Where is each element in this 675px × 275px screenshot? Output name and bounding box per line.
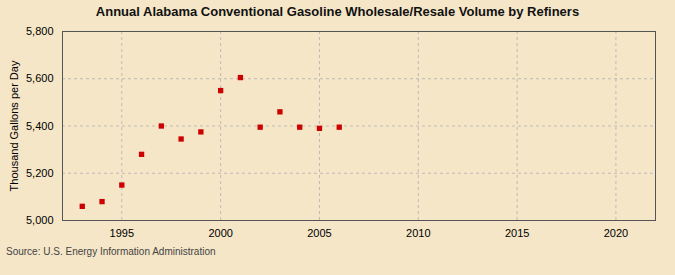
svg-text:2015: 2015 (505, 227, 529, 239)
svg-text:1995: 1995 (110, 227, 134, 239)
svg-text:5,600: 5,600 (26, 72, 54, 84)
svg-text:5,200: 5,200 (26, 167, 54, 179)
svg-text:5,800: 5,800 (26, 25, 54, 37)
svg-text:2010: 2010 (406, 227, 430, 239)
svg-text:5,000: 5,000 (26, 214, 54, 226)
svg-text:Thousand Gallons per Day: Thousand Gallons per Day (8, 60, 20, 191)
svg-text:5,400: 5,400 (26, 120, 54, 132)
svg-text:2005: 2005 (307, 227, 331, 239)
svg-text:2000: 2000 (208, 227, 232, 239)
svg-text:2020: 2020 (604, 227, 628, 239)
html-text:Source: U.S. Energy Informatio: Source: U.S. Energy Information Administ… (6, 246, 216, 257)
html-text:Annual Alabama Conventional Ga: Annual Alabama Conventional Gasoline Who… (95, 4, 580, 19)
